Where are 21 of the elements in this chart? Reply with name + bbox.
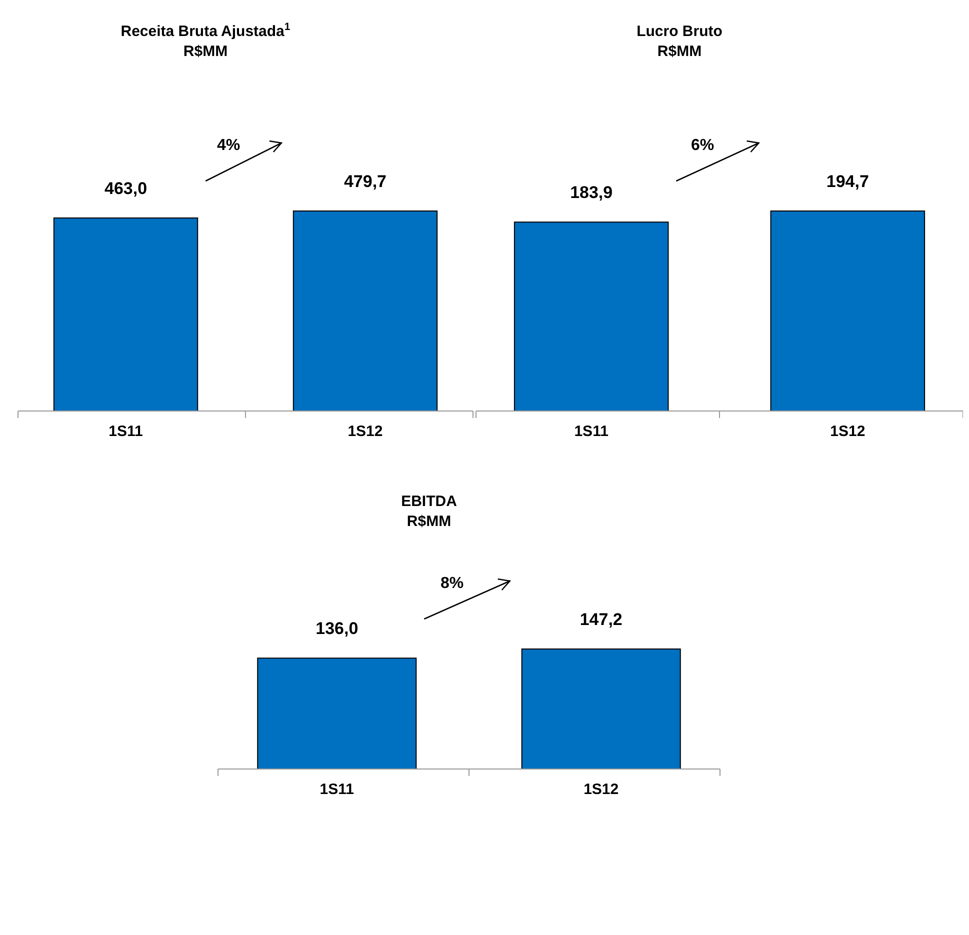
x-tick-label: 1S12 [348,423,383,440]
x-tick-label: 1S11 [574,423,608,440]
x-tick-label: 1S11 [320,781,354,798]
text: 8% [440,575,464,592]
data-label: 147,2 [580,610,622,629]
x-tick-label: 1S12 [830,423,866,440]
x-tick-label: 1S12 [584,781,619,798]
chart-subtitle: R$MM [406,513,452,530]
chart-title: Receita Bruta Ajustada$^{1}$ [120,21,290,40]
x-tick-label: 1S11 [108,423,143,440]
data-label: 479,7 [344,172,387,191]
data-label: 136,0 [316,619,358,638]
chart-subtitle: R$MM [657,43,702,60]
text: 4% [216,137,240,154]
data-label: 183,9 [570,183,613,202]
text: 6% [690,137,714,154]
chart-subtitle: R$MM [183,43,228,60]
chart-title: Lucro Bruto [636,23,722,40]
data-label: 194,7 [826,172,869,191]
chart-title: EBITDA [401,493,458,510]
data-label: 463,0 [104,178,148,198]
